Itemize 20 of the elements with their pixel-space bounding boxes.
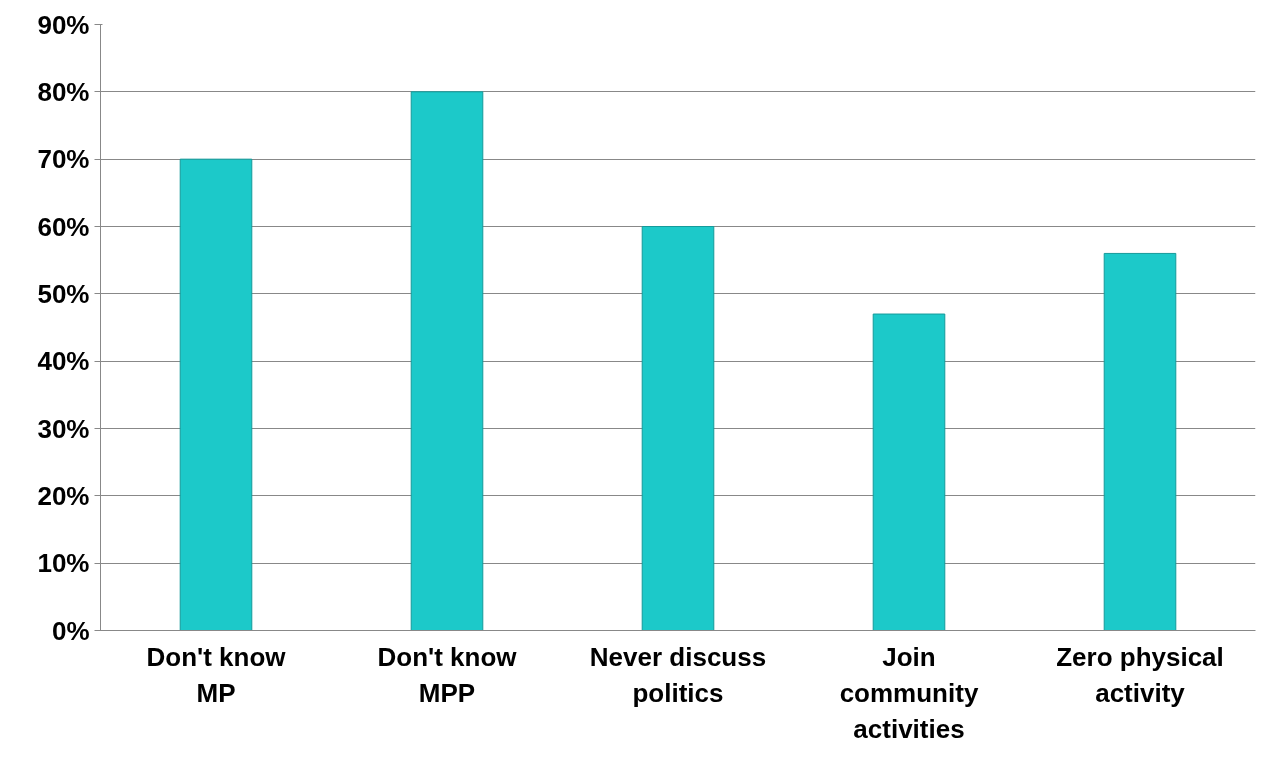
y-tick-label: 90% bbox=[37, 9, 90, 40]
y-tick-label: 70% bbox=[37, 144, 90, 175]
y-tick-label: 60% bbox=[37, 211, 90, 242]
bar bbox=[410, 91, 484, 631]
x-tick-label: Don't know MPP bbox=[377, 641, 518, 708]
x-tick-label: Join community activities bbox=[839, 641, 979, 744]
y-tick-label: 50% bbox=[37, 278, 90, 309]
bar bbox=[872, 313, 946, 631]
bar bbox=[641, 226, 715, 631]
x-tick-label: Don't know MP bbox=[146, 641, 287, 708]
y-tick-label: 10% bbox=[37, 548, 90, 579]
x-tick-label: Zero physical activity bbox=[1056, 641, 1224, 708]
y-tick-label: 80% bbox=[37, 76, 90, 107]
y-tick-label: 30% bbox=[37, 413, 90, 444]
y-tick-label: 20% bbox=[37, 480, 90, 511]
y-tick-label: 0% bbox=[51, 615, 90, 646]
bar bbox=[1103, 252, 1177, 631]
y-tick-label: 40% bbox=[37, 346, 90, 377]
x-tick-label: Never discuss politics bbox=[589, 641, 767, 708]
bar bbox=[179, 158, 253, 631]
